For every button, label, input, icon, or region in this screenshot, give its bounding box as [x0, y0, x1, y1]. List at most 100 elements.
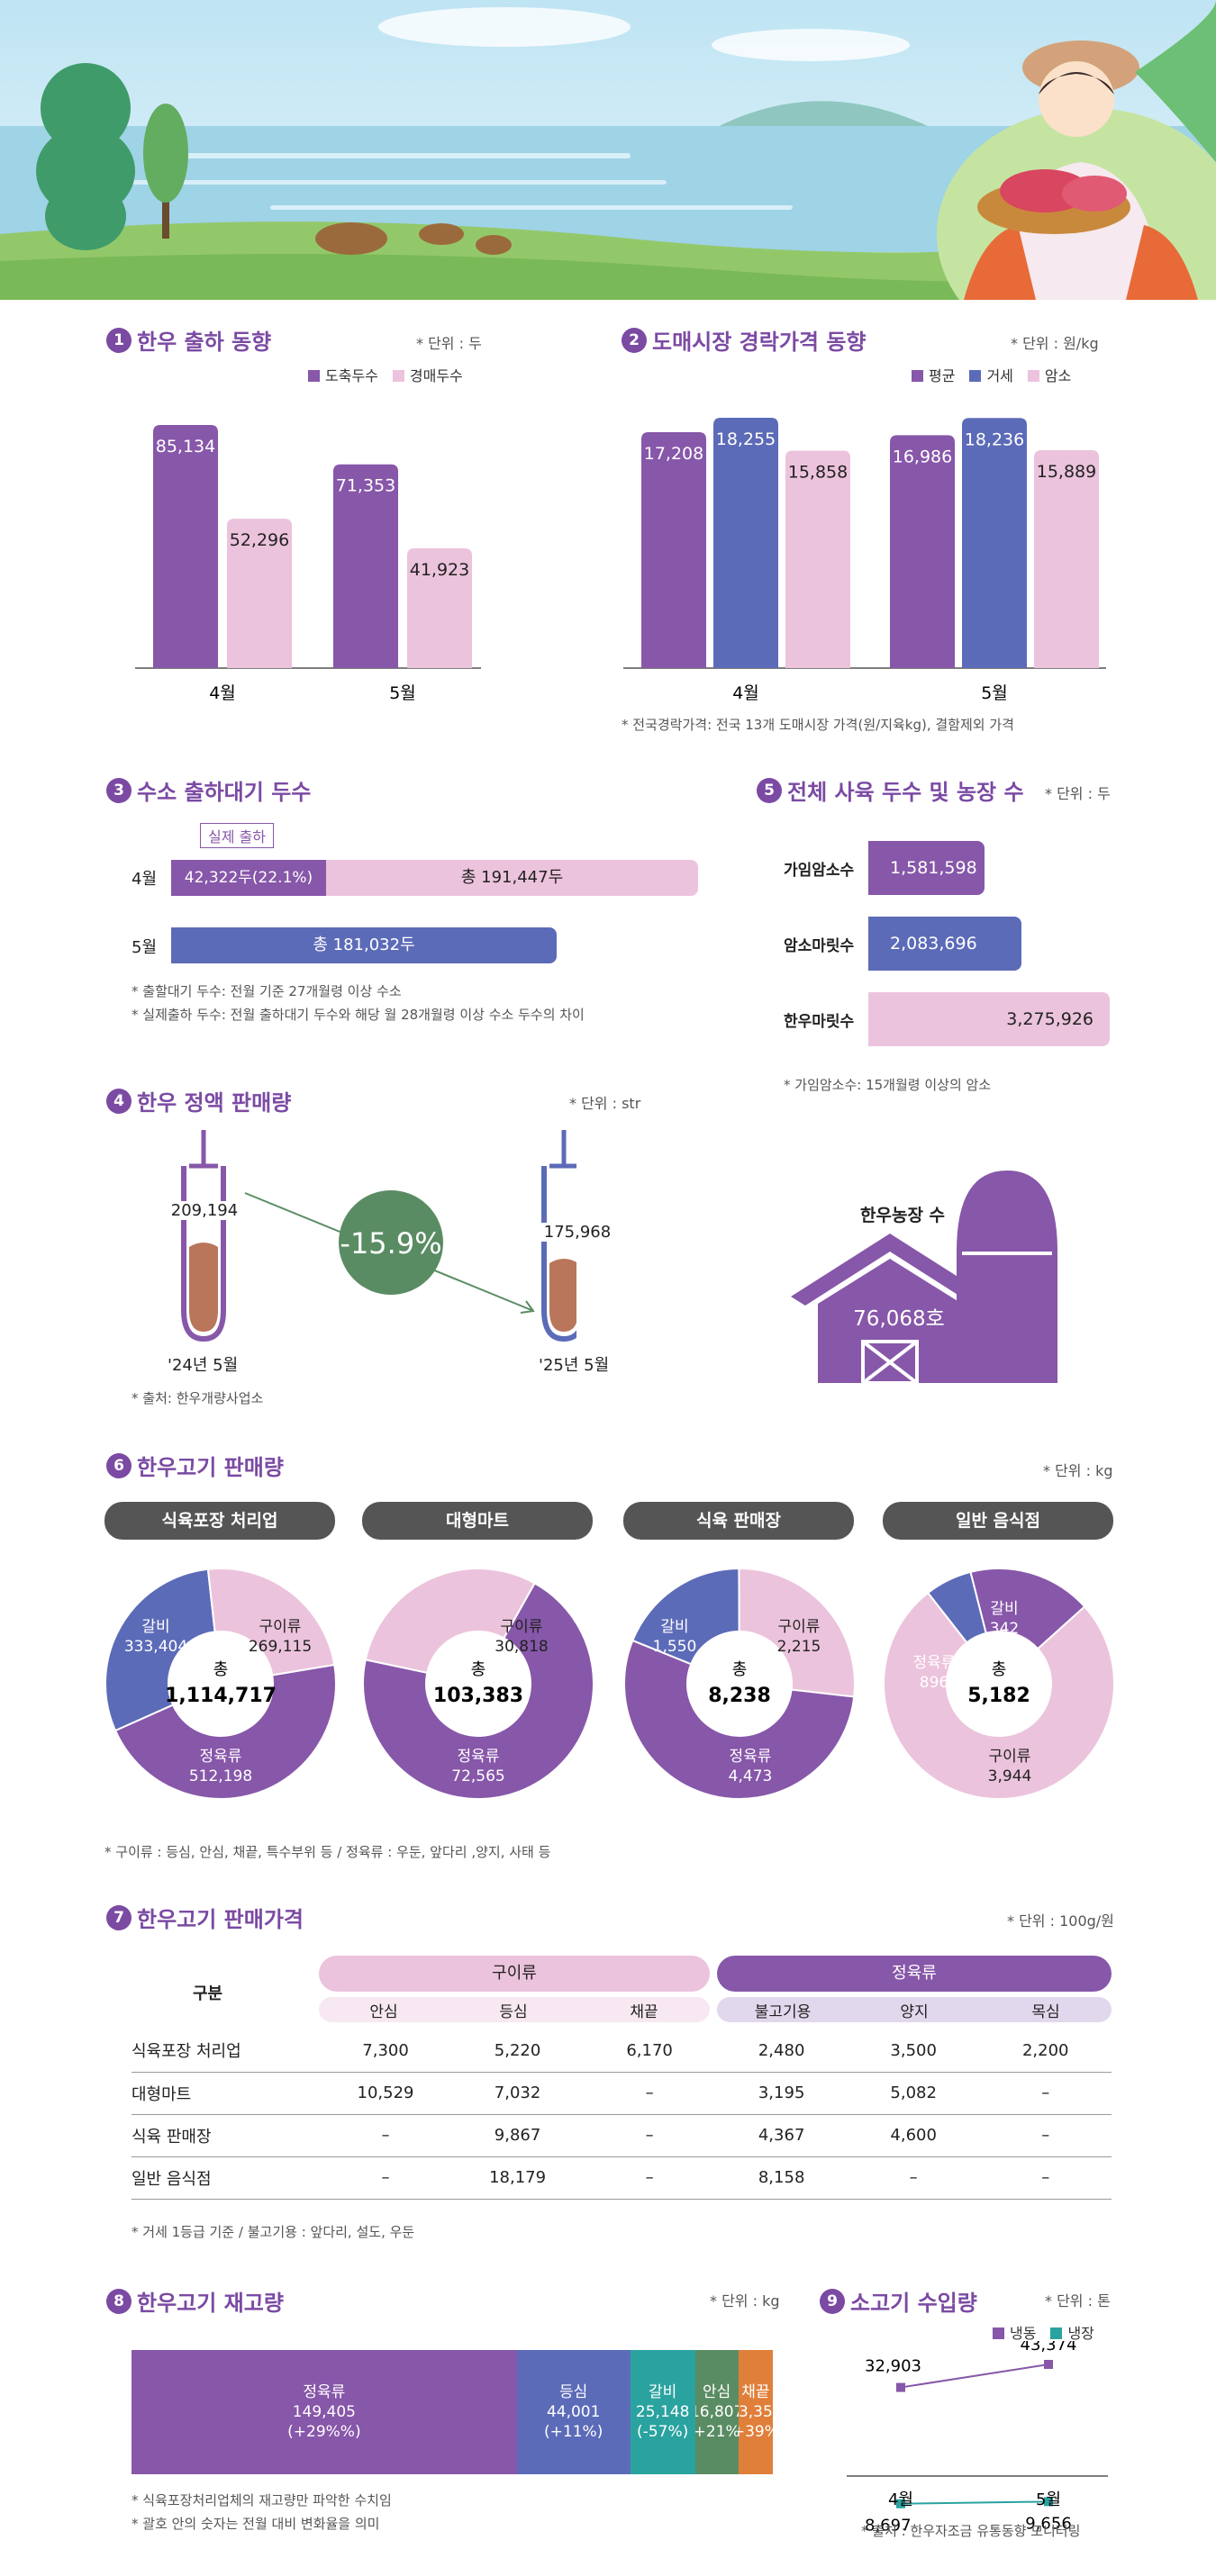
bar-label: 16,986: [893, 447, 952, 466]
table-cell: 8,158: [715, 2156, 848, 2200]
donut-pill: 식육 판매장: [623, 1502, 854, 1540]
segment-text: 채끝: [741, 2383, 770, 2401]
herd-bar: 2,083,696: [868, 917, 1022, 971]
section-7-unit: * 단위 : 100g/원: [1007, 1912, 1114, 1930]
table-row: 식육포장 처리업 7,300 5,220 6,170 2,480 3,500 2,200: [132, 2029, 1112, 2073]
bar: [641, 431, 706, 668]
inventory-segment: 등심 44,001 (+11%): [516, 2350, 631, 2474]
section-5-note: * 가임암소수: 15개월령 이상의 암소: [784, 1077, 992, 1093]
table-cell: 6,170: [583, 2029, 716, 2073]
donut-slice-name: 정육류: [200, 1748, 242, 1766]
section-5-unit: * 단위 : 두: [1045, 785, 1111, 802]
bar-may-total: 총 181,032두: [171, 927, 557, 963]
donut-slice: [969, 1568, 1086, 1650]
row-label: 식육 판매장: [132, 2114, 320, 2157]
chart-inventory: 정육류 149,405 (+29%%) 등심 44,001 (+11%) 갈비 25,148(…: [132, 2350, 773, 2474]
section-8-note-2: * 괄호 안의 숫자는 전월 대비 변화율을 의미: [132, 2516, 380, 2532]
segment-text: 16,807: [695, 2403, 739, 2421]
barn-icon: [791, 1170, 1057, 1385]
table-col-header: 등심: [499, 2003, 528, 2021]
section-1-title: 1 한우 출하 동향: [106, 324, 271, 356]
table-cell: –: [979, 2072, 1112, 2115]
semen-value-2025: 175,968: [537, 1223, 618, 1242]
donut-total: 1,114,717: [165, 1685, 277, 1707]
section-number: 7: [106, 1904, 132, 1930]
herd-bar: 3,275,926: [868, 992, 1110, 1046]
bar-label: 41,923: [410, 560, 469, 580]
table-cell: 7,300: [319, 2029, 452, 2073]
section-number: 6: [106, 1452, 132, 1478]
donut-pill: 식육포장 처리업: [104, 1502, 335, 1540]
series-point: [896, 2382, 905, 2392]
section-2-unit: * 단위 : 원/kg: [1011, 335, 1099, 352]
segment-text: 등심: [559, 2383, 588, 2401]
section-3-title: 3 수소 출하대기 두수: [106, 774, 311, 806]
farm-count-value: 76,068호: [853, 1307, 945, 1331]
bar-label: 52,296: [230, 530, 289, 550]
table-cell: –: [979, 2114, 1112, 2157]
bar-label: 15,889: [1037, 462, 1096, 482]
section-8-unit: * 단위 : kg: [710, 2292, 780, 2309]
series-point: [1044, 2359, 1053, 2369]
inventory-segment: 안심 16,807 (+21%): [694, 2350, 739, 2474]
series-line: [900, 2363, 1049, 2389]
table-cell: –: [319, 2156, 452, 2200]
table-cell: 18,179: [451, 2156, 584, 2200]
table-cell: –: [583, 2114, 716, 2157]
table-cell: –: [847, 2156, 980, 2200]
bar: [890, 435, 955, 668]
section-9-legend: 냉동 냉장: [993, 2321, 1094, 2343]
section-3-note-1: * 출할대기 두수: 전월 기준 27개월령 이상 수소: [132, 983, 402, 999]
point-label: 32,903: [865, 2357, 921, 2376]
donut-total: 5,182: [967, 1685, 1030, 1707]
donut-total-word: 총: [213, 1660, 229, 1679]
semen-change: -15.9%: [340, 1226, 442, 1261]
section-4-unit: * 단위 : str: [569, 1095, 641, 1112]
semen-label-2025: '25년 5월: [539, 1356, 610, 1375]
donut-slice-value: 3,944: [988, 1767, 1032, 1785]
farm-count-label: 한우농장 수: [860, 1206, 946, 1225]
row-label: 일반 음식점: [132, 2156, 320, 2200]
table-subheader-bg: [319, 1997, 710, 2022]
table-row: 일반 음식점 –18,179–8,158– –: [132, 2156, 1112, 2200]
section-1-unit: * 단위 : 두: [416, 335, 482, 352]
section-8-title: 8 한우고기 재고량: [106, 2285, 284, 2317]
table-cell: 2,200: [979, 2029, 1112, 2073]
bar: [713, 418, 778, 668]
section-number: 2: [622, 327, 647, 353]
herd-label: 암소마릿수: [784, 937, 855, 955]
donut-pill: 일반 음식점: [883, 1502, 1113, 1540]
donut-slice: [104, 1568, 216, 1732]
segment-text: 갈비: [649, 2383, 677, 2401]
bar-april-total-label: 총 191,447두: [460, 868, 564, 887]
bar: [407, 548, 472, 668]
table-cell: 10,529: [319, 2072, 452, 2115]
donut-slice-name: 구이류: [778, 1618, 821, 1636]
section-number: 9: [820, 2288, 845, 2314]
section-9-unit: * 단위 : 톤: [1045, 2292, 1111, 2309]
donut-slice-value: 342: [990, 1620, 1019, 1638]
inventory-segment: 채끝 13,352 (+39%): [738, 2350, 773, 2474]
bar-label: 85,134: [156, 437, 215, 456]
semen-tubes-illustration: [181, 1130, 576, 1342]
legend-item: 경매두수: [392, 364, 463, 385]
donut-pill: 대형마트: [362, 1502, 593, 1540]
legend-swatch: [308, 370, 320, 382]
legend-swatch: [969, 370, 982, 382]
donut-slice-name: 구이류: [989, 1748, 1031, 1766]
table-header-category: 구분: [193, 1984, 223, 2003]
table-cell: 5,082: [847, 2072, 980, 2115]
donut-slice-value: 1,550: [653, 1638, 697, 1656]
x-tick-label: 5월: [981, 683, 1008, 703]
section-2-title: 2 도매시장 경락가격 동향: [622, 324, 867, 356]
legend-swatch: [1050, 2327, 1063, 2339]
legend-item: 냉장: [1050, 2321, 1094, 2343]
donut-slice-value: 896: [920, 1674, 948, 1692]
legend-swatch: [993, 2327, 1004, 2339]
donut-slice-value: 30,818: [495, 1638, 548, 1656]
section-4-source: * 출처: 한우개량사업소: [132, 1390, 264, 1406]
table-col-header: 불고기용: [754, 2003, 812, 2021]
section-2-legend: 평균 거세 암소: [912, 364, 1071, 385]
bar: [153, 425, 218, 668]
segment-text: 안심: [703, 2383, 731, 2401]
